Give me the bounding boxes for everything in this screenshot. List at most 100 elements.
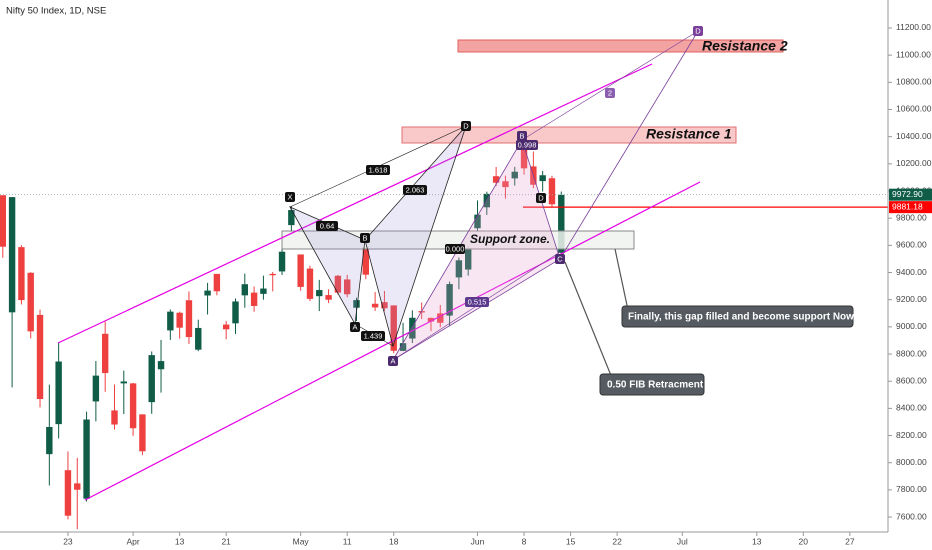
x-tick-label: 15 (566, 536, 576, 546)
pattern-point-label: A (390, 356, 395, 365)
candle-body (502, 181, 509, 188)
y-tick-label: 7600.00 (896, 511, 927, 521)
candle-body (101, 333, 109, 374)
callout-text: 0.50 FIB Retracment (607, 380, 704, 391)
x-tick-label: Apr (126, 536, 139, 546)
candle-body (427, 317, 435, 322)
candle-body (325, 295, 332, 300)
y-tick-label: 9000.00 (896, 321, 927, 331)
candle-body (46, 426, 53, 455)
candle-body (111, 410, 118, 425)
pattern-point (555, 254, 565, 264)
y-tick-label: 10600.00 (896, 104, 932, 114)
candle-body (0, 195, 6, 247)
candle-body (465, 248, 472, 270)
callout-box (599, 373, 705, 396)
pattern-point (693, 26, 703, 36)
candle-body (520, 146, 528, 169)
x-tick-label: 21 (221, 536, 231, 546)
candle-body (306, 268, 314, 299)
drawings: Resistance 2 Resistance 1 Support zone. … (57, 30, 857, 501)
candle-body (260, 288, 267, 294)
candle-body (297, 254, 304, 287)
ratio-label: 2.063 (406, 185, 425, 194)
pattern-point-label: 2 (608, 88, 612, 97)
candle-body (446, 284, 453, 316)
y-tick-label: 10200.00 (896, 158, 932, 168)
pattern-point (517, 131, 527, 141)
candle-body (55, 361, 62, 425)
candle-body (381, 302, 388, 309)
y-tick-label: 9600.00 (896, 240, 927, 250)
candle-body (455, 260, 463, 278)
pattern-line (521, 30, 699, 141)
pattern-point (360, 233, 370, 243)
candle-body (539, 175, 546, 182)
y-tick-label: 10800.00 (896, 77, 932, 87)
price-tag-label: 9881.18 (892, 201, 923, 211)
candle-body (18, 247, 25, 301)
x-tick-label: May (293, 536, 310, 546)
candle-body (437, 313, 444, 323)
channel-line (57, 63, 653, 344)
candle-body (474, 214, 481, 229)
candle-body (213, 273, 221, 292)
ratio-box (516, 140, 538, 150)
resistance-zone (457, 39, 784, 53)
candle-body (278, 251, 286, 272)
x-tick-label: 8 (522, 536, 527, 546)
candle-body (492, 176, 500, 183)
candle-body (92, 375, 100, 402)
pattern-point (461, 121, 471, 131)
x-tick-label: Jul (677, 536, 688, 546)
y-tick-label: 8200.00 (896, 430, 927, 440)
pattern-point-label: D (463, 121, 469, 130)
candle-body (288, 210, 295, 226)
ratio-box (445, 244, 465, 254)
x-tick-label: 27 (845, 536, 855, 546)
resistance-zone (401, 126, 737, 144)
x-tick-label: 23 (63, 536, 73, 546)
candle-body (362, 247, 370, 275)
channel-line (84, 181, 701, 501)
x-tick-label: 20 (799, 536, 809, 546)
pattern-point (536, 193, 546, 203)
candle-body (83, 419, 90, 499)
pattern-point (605, 88, 615, 98)
ratio-box (366, 165, 390, 175)
price-tag (889, 188, 932, 201)
axes: 7600.00 7800.00 8000.00 8200.00 8400.00 8600.… (888, 22, 932, 521)
ratio-box (316, 221, 338, 231)
candle-body (64, 470, 72, 516)
x-tick-label: 18 (389, 536, 399, 546)
candle-body (148, 355, 155, 403)
ratio-label: 0.64 (320, 221, 335, 230)
x-tick-label: 13 (175, 536, 185, 546)
candle-body (176, 312, 183, 328)
candle-body (27, 272, 34, 332)
chart-title: Nifty 50 Index, 1D, NSE (6, 6, 106, 17)
candle-body (399, 343, 407, 351)
ratio-box (361, 331, 385, 341)
price-tag (889, 201, 932, 214)
price-tag-label: 9972.90 (892, 189, 923, 199)
candle-body (390, 305, 397, 351)
ratio-label: 0.998 (518, 140, 537, 149)
candle-body (334, 275, 342, 293)
y-tick-label: 7800.00 (896, 484, 927, 494)
candle-body (8, 197, 16, 313)
candle-body (232, 301, 239, 324)
pattern-point-label: X (287, 192, 292, 201)
candle-body (343, 279, 351, 295)
candles: 23Apr1321May1118Jun81522Jul132027Au (0, 146, 902, 546)
y-tick-label: 10400.00 (896, 131, 932, 141)
x-tick-label: 13 (752, 536, 762, 546)
pattern-point-label: D (695, 26, 701, 35)
ratio-box (403, 185, 427, 195)
candle-body (74, 483, 81, 490)
candle-body (316, 290, 323, 297)
pattern-point-label: A (352, 322, 357, 331)
pattern-line (559, 30, 699, 260)
x-tick-label: 11 (343, 536, 352, 546)
